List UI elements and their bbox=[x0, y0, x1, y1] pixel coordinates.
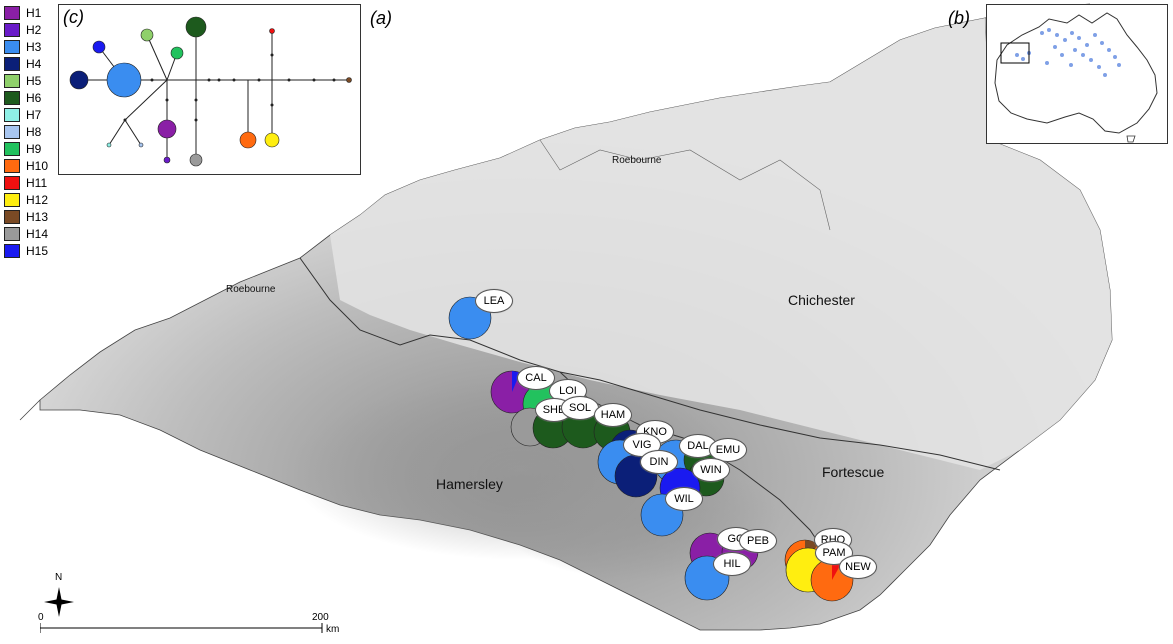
haplotype-network bbox=[69, 16, 352, 167]
legend-label: H12 bbox=[26, 193, 49, 207]
legend-label: H3 bbox=[26, 40, 42, 54]
scale-unit-label: km bbox=[326, 624, 340, 635]
legend-label: H2 bbox=[26, 23, 42, 37]
legend-label: H10 bbox=[26, 159, 49, 173]
site-label-lea: LEA bbox=[475, 289, 513, 313]
node-h13 bbox=[346, 77, 352, 83]
compass-icon bbox=[44, 587, 74, 617]
legend-swatch bbox=[4, 193, 20, 207]
site-label-ham: HAM bbox=[594, 403, 632, 427]
records-dots bbox=[1015, 28, 1121, 77]
node-h5 bbox=[140, 28, 154, 42]
panel-a-label: (a) bbox=[370, 8, 392, 28]
site-label-din: DIN bbox=[640, 450, 678, 474]
site-label-peb: PEB bbox=[739, 529, 777, 553]
panel-c-label: (c) bbox=[63, 7, 84, 27]
legend-swatch bbox=[4, 91, 20, 105]
legend-swatch bbox=[4, 23, 20, 37]
node-h10 bbox=[239, 131, 257, 149]
legend-swatch bbox=[4, 244, 20, 258]
node-h1 bbox=[157, 119, 177, 139]
australia-inset bbox=[986, 4, 1168, 144]
legend-label: H14 bbox=[26, 227, 49, 241]
australia-outline bbox=[994, 12, 1158, 134]
node-h12 bbox=[264, 132, 280, 148]
legend-swatch bbox=[4, 227, 20, 241]
site-label-cal: CAL bbox=[517, 366, 555, 390]
node-h7 bbox=[106, 142, 112, 148]
chichester-plain bbox=[330, 18, 1112, 470]
node-h14 bbox=[189, 153, 203, 167]
node-h9 bbox=[170, 46, 184, 60]
scale-end-label: 200 bbox=[312, 612, 329, 623]
town-roebourne-coast: Roebourne bbox=[612, 155, 662, 166]
legend-label: H4 bbox=[26, 57, 42, 71]
legend-label: H15 bbox=[26, 244, 49, 258]
legend-swatch bbox=[4, 210, 20, 224]
node-h15 bbox=[92, 40, 106, 54]
node-h6 bbox=[185, 16, 207, 38]
legend-label: H6 bbox=[26, 91, 42, 105]
study-area-box bbox=[1000, 42, 1030, 64]
site-label-win: WIN bbox=[692, 458, 730, 482]
node-h8 bbox=[138, 142, 144, 148]
legend-swatch bbox=[4, 74, 20, 88]
town-roebourne: Roebourne bbox=[226, 284, 276, 295]
river-line bbox=[539, 139, 831, 231]
site-label-wil: WIL bbox=[665, 487, 703, 511]
legend-label: H8 bbox=[26, 125, 42, 139]
legend-swatch bbox=[4, 40, 20, 54]
panel-b-label: (b) bbox=[948, 8, 970, 28]
haplotype-legend: H1 H2 H3 H4 H5 H6 H7 H8 H9 H10 H11 H12 H… bbox=[0, 0, 60, 260]
legend-swatch bbox=[4, 142, 20, 156]
region-hamersley: Hamersley bbox=[436, 476, 503, 492]
legend-swatch bbox=[4, 108, 20, 122]
haplotype-network-panel: (c) bbox=[58, 4, 361, 175]
region-fortescue: Fortescue bbox=[822, 464, 885, 480]
node-h4 bbox=[69, 70, 89, 90]
tasmania bbox=[1126, 135, 1136, 143]
site-label-hil: HIL bbox=[713, 552, 751, 576]
legend-label: H7 bbox=[26, 108, 42, 122]
site-label-vig: VIG bbox=[623, 433, 661, 457]
legend-swatch bbox=[4, 176, 20, 190]
legend-swatch bbox=[4, 125, 20, 139]
node-h2 bbox=[163, 156, 171, 164]
legend-swatch bbox=[4, 57, 20, 71]
legend-swatch bbox=[4, 6, 20, 20]
scale-start-label: 0 bbox=[38, 612, 44, 623]
scale-bar bbox=[40, 623, 323, 633]
legend-label: H5 bbox=[26, 74, 42, 88]
compass-north-label: N bbox=[55, 572, 63, 583]
australia-map bbox=[994, 12, 1158, 143]
legend-swatch bbox=[4, 159, 20, 173]
site-label-new: NEW bbox=[839, 555, 877, 579]
boundary-line bbox=[299, 257, 1001, 471]
node-h11 bbox=[269, 28, 275, 34]
legend-label: H1 bbox=[26, 6, 42, 20]
region-chichester: Chichester bbox=[788, 292, 855, 308]
legend-label: H13 bbox=[26, 210, 49, 224]
node-h3 bbox=[106, 62, 142, 98]
legend-label: H11 bbox=[26, 176, 48, 190]
legend-label: H9 bbox=[26, 142, 42, 156]
